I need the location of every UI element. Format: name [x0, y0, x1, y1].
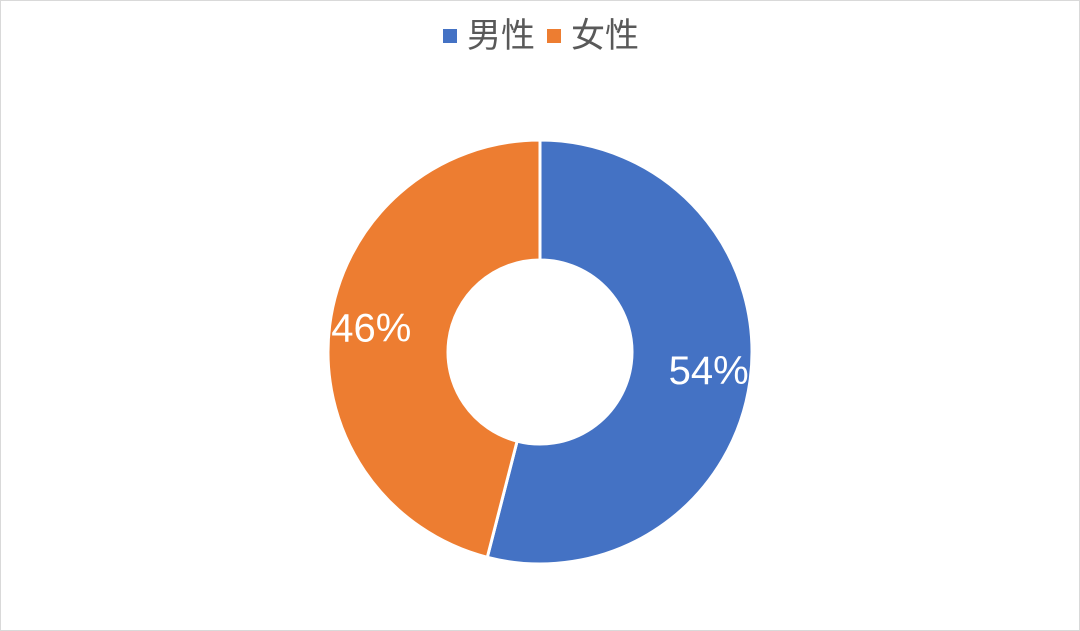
- slice-female: [326, 138, 542, 560]
- legend-swatch-male: [443, 29, 457, 43]
- legend-swatch-female: [547, 29, 561, 43]
- legend-item-female: 女性: [547, 19, 639, 53]
- legend-label-female: 女性: [571, 16, 639, 56]
- legend-label-male: 男性: [467, 16, 535, 56]
- legend-item-male: 男性: [443, 19, 535, 53]
- slice-label-male: 54%: [669, 349, 749, 393]
- legend: 男性 女性: [1, 19, 1080, 53]
- slices-group: [326, 138, 754, 566]
- slice-label-female: 46%: [331, 306, 411, 350]
- slice-male: [485, 138, 754, 566]
- labels-group: 54% 46%: [331, 306, 748, 393]
